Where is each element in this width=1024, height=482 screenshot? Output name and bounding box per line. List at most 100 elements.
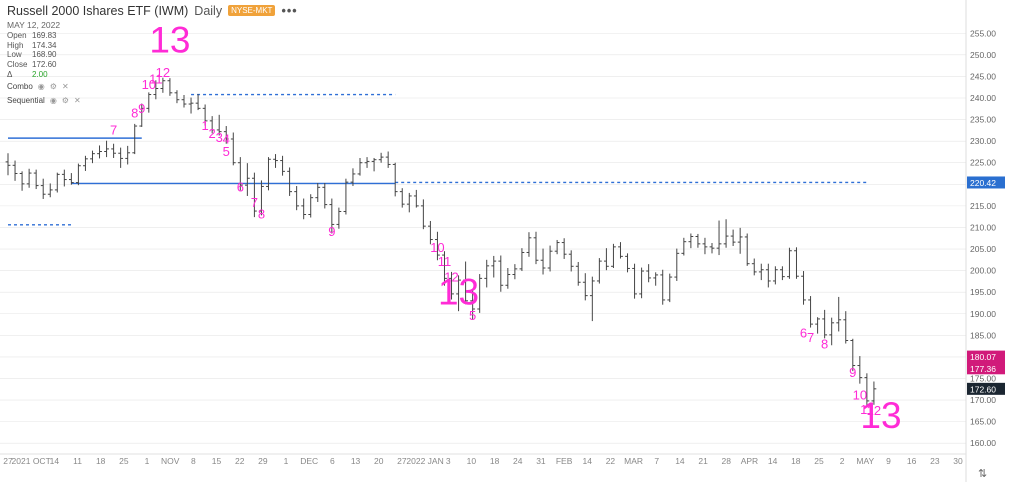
ohlc-bar (829, 317, 835, 346)
ohlc-bar (252, 172, 257, 218)
x-tick-label: 15 (212, 456, 222, 466)
ohlc-bar (216, 114, 222, 136)
ohlc-bar (780, 266, 785, 281)
ohlc-bar (68, 173, 74, 185)
ohlc-bar (118, 147, 124, 168)
countdown-label: 4 (223, 132, 230, 147)
ohlc-value: 169.83 (32, 31, 57, 40)
x-tick-label: 3 (446, 456, 451, 466)
countdown-label: 9 (138, 101, 145, 116)
ohlc-bar (406, 192, 412, 213)
ohlc-bar (857, 356, 863, 384)
ohlc-bar (97, 145, 102, 159)
ohlc-row: Close 172.60 (7, 60, 56, 70)
ohlc-bar (350, 168, 356, 187)
countdown-label: 12 (867, 403, 881, 418)
ohlc-bar (491, 255, 497, 278)
x-tick-label: 24 (513, 456, 523, 466)
x-tick-label: 1 (284, 456, 289, 466)
x-tick-label: 13 (351, 456, 361, 466)
countdown-label: 3 (216, 130, 223, 145)
x-tick-label: 16 (907, 456, 917, 466)
x-tick-label: 22 (235, 456, 245, 466)
ohlc-bar (864, 373, 870, 407)
ohlc-bar (822, 309, 828, 339)
ohlc-bar (33, 169, 39, 190)
ohlc-bar (5, 153, 11, 176)
ohlc-label: High (7, 40, 24, 50)
countdown-label: 5 (469, 308, 476, 323)
more-dots-icon[interactable]: ••• (281, 4, 298, 18)
indicator-row: Combo ◉ ⚙ ✕ (7, 82, 69, 91)
ohlc-bar (188, 97, 194, 114)
price-label-box (967, 382, 1005, 395)
x-tick-label: 20 (374, 456, 384, 466)
ohlc-bar (836, 296, 842, 332)
eye-icon[interactable]: ◉ (49, 96, 57, 105)
ohlc-bar (308, 194, 314, 218)
price-label-box (967, 176, 1005, 189)
countdown-label: 7 (110, 123, 117, 138)
close-icon[interactable]: ✕ (61, 82, 69, 91)
countdown-label: 8 (821, 336, 828, 351)
countdown-label: 11 (149, 71, 163, 86)
ohlc-bar (709, 242, 715, 254)
x-tick-label: 25 (814, 456, 824, 466)
x-tick-label: 25 (119, 456, 129, 466)
eye-icon[interactable]: ◉ (37, 82, 45, 91)
ohlc-bar (223, 126, 229, 144)
indicator-row: Sequential ◉ ⚙ ✕ (7, 96, 81, 105)
ohlc-row: High 174.34 (7, 41, 56, 51)
ohlc-value: 172.60 (32, 60, 57, 70)
ohlc-bar (794, 247, 799, 279)
ohlc-bar (266, 157, 271, 191)
ohlc-bar (54, 172, 60, 193)
y-tick-label: 160.00 (970, 438, 996, 448)
countdown-label: 10 (142, 77, 156, 92)
countdown-label: 9 (849, 365, 856, 380)
ohlc-bar (280, 155, 285, 176)
countdown-label: 9 (328, 224, 335, 239)
timeframe-label[interactable]: Daily (194, 4, 223, 18)
x-tick-label: DEC (300, 456, 318, 466)
ohlc-bar (294, 186, 300, 211)
ohlc-bar (646, 264, 652, 283)
ohlc-label: Low (7, 50, 22, 60)
ohlc-bar (505, 268, 511, 289)
ohlc-bar (484, 259, 490, 288)
ohlc-bar (653, 272, 659, 286)
x-tick-label: 18 (791, 456, 801, 466)
y-tick-label: 175.00 (970, 373, 996, 383)
x-tick-label: APR (741, 456, 758, 466)
close-icon[interactable]: ✕ (73, 96, 81, 105)
ohlc-bar (596, 258, 602, 284)
ohlc-bar (639, 267, 644, 299)
gear-icon[interactable]: ⚙ (49, 82, 57, 91)
price-label: 220.42 (970, 178, 996, 188)
ohlc-bar (195, 94, 201, 111)
y-tick-label: 245.00 (970, 71, 996, 81)
gear-icon[interactable]: ⚙ (61, 96, 69, 105)
ohlc-bar (167, 78, 173, 96)
countdown-label: 12 (444, 269, 458, 284)
x-tick-label: MAY (856, 456, 874, 466)
scale-toggle-icon[interactable]: ⇅ (978, 467, 987, 480)
ohlc-bar (568, 250, 574, 272)
ohlc-bar (744, 233, 750, 266)
x-tick-label: FEB (556, 456, 573, 466)
y-tick-label: 165.00 (970, 417, 996, 427)
y-tick-label: 230.00 (970, 136, 996, 146)
ohlc-bar (301, 198, 307, 220)
x-tick-label: 23 (930, 456, 940, 466)
ohlc-bar (632, 263, 637, 299)
ohlc-bar (667, 273, 673, 303)
ohlc-bar (519, 248, 525, 272)
ohlc-bar (815, 317, 820, 334)
ohlc-bar (843, 311, 849, 344)
price-label-box (967, 362, 1005, 375)
ohlc-bar (329, 198, 335, 234)
ohlc-row: Low 168.90 (7, 50, 56, 60)
ohlc-bar (209, 116, 215, 134)
ohlc-bar (674, 248, 680, 281)
